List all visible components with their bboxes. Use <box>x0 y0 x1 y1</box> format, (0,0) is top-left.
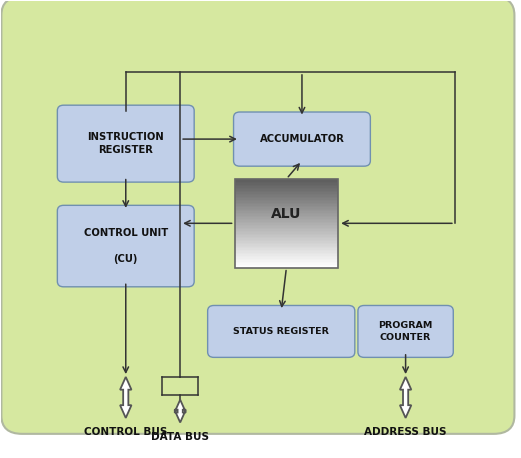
Bar <box>234 240 338 241</box>
Text: ALU: ALU <box>271 207 302 221</box>
FancyBboxPatch shape <box>2 0 514 434</box>
Bar <box>234 195 338 196</box>
Bar <box>234 244 338 245</box>
Bar <box>234 208 338 210</box>
Bar <box>234 220 338 222</box>
Bar <box>234 202 338 204</box>
Bar <box>234 263 338 265</box>
Bar <box>234 231 338 232</box>
Bar <box>234 222 338 224</box>
Bar <box>234 218 338 219</box>
Bar <box>234 234 338 235</box>
Bar <box>234 213 338 214</box>
Bar <box>234 248 338 250</box>
Bar <box>234 216 338 218</box>
FancyBboxPatch shape <box>358 305 453 357</box>
Bar <box>234 256 338 257</box>
Text: ACCUMULATOR: ACCUMULATOR <box>259 134 344 144</box>
Bar <box>234 182 338 183</box>
Bar <box>234 254 338 256</box>
FancyBboxPatch shape <box>57 105 194 182</box>
Bar <box>234 229 338 231</box>
Bar <box>234 188 338 189</box>
Bar <box>234 191 338 192</box>
Text: CONTROL UNIT

(CU): CONTROL UNIT (CU) <box>84 228 168 264</box>
Polygon shape <box>175 400 186 422</box>
Bar <box>234 180 338 182</box>
Bar <box>234 194 338 195</box>
Bar <box>234 265 338 266</box>
Bar <box>234 253 338 254</box>
Bar <box>234 251 338 253</box>
Bar <box>234 260 338 262</box>
Text: ADDRESS BUS: ADDRESS BUS <box>364 427 447 437</box>
Bar <box>234 228 338 229</box>
Bar <box>234 210 338 212</box>
Bar <box>234 189 338 191</box>
Bar <box>234 235 338 237</box>
Bar <box>234 262 338 263</box>
Bar <box>234 259 338 260</box>
Text: INSTRUCTION
REGISTER: INSTRUCTION REGISTER <box>88 132 164 155</box>
Text: DATA BUS: DATA BUS <box>151 431 209 442</box>
Bar <box>234 232 338 234</box>
Bar <box>234 196 338 198</box>
Bar <box>234 243 338 244</box>
Bar <box>234 204 338 206</box>
Bar <box>234 226 338 228</box>
Bar <box>234 179 338 180</box>
Bar <box>234 179 338 267</box>
Bar <box>234 198 338 200</box>
Bar <box>234 247 338 248</box>
Bar <box>234 186 338 188</box>
Text: CONTROL BUS: CONTROL BUS <box>84 427 167 437</box>
Polygon shape <box>120 377 131 418</box>
Bar <box>234 200 338 201</box>
FancyBboxPatch shape <box>208 305 355 357</box>
Bar <box>234 266 338 267</box>
Bar <box>234 212 338 213</box>
Bar <box>234 224 338 225</box>
Bar <box>234 245 338 247</box>
Bar <box>234 206 338 207</box>
FancyBboxPatch shape <box>233 112 370 166</box>
Bar <box>234 237 338 238</box>
Bar <box>234 257 338 259</box>
Text: PROGRAM
COUNTER: PROGRAM COUNTER <box>378 321 433 342</box>
Bar <box>234 192 338 194</box>
Bar <box>234 238 338 240</box>
Bar <box>234 183 338 185</box>
Bar <box>234 207 338 208</box>
Bar <box>234 214 338 216</box>
Bar <box>234 201 338 202</box>
Polygon shape <box>400 377 411 418</box>
Bar <box>234 219 338 220</box>
Bar <box>234 241 338 243</box>
FancyBboxPatch shape <box>57 205 194 287</box>
Bar <box>234 185 338 186</box>
Text: STATUS REGISTER: STATUS REGISTER <box>233 327 329 336</box>
Bar <box>234 250 338 251</box>
Bar <box>234 225 338 226</box>
